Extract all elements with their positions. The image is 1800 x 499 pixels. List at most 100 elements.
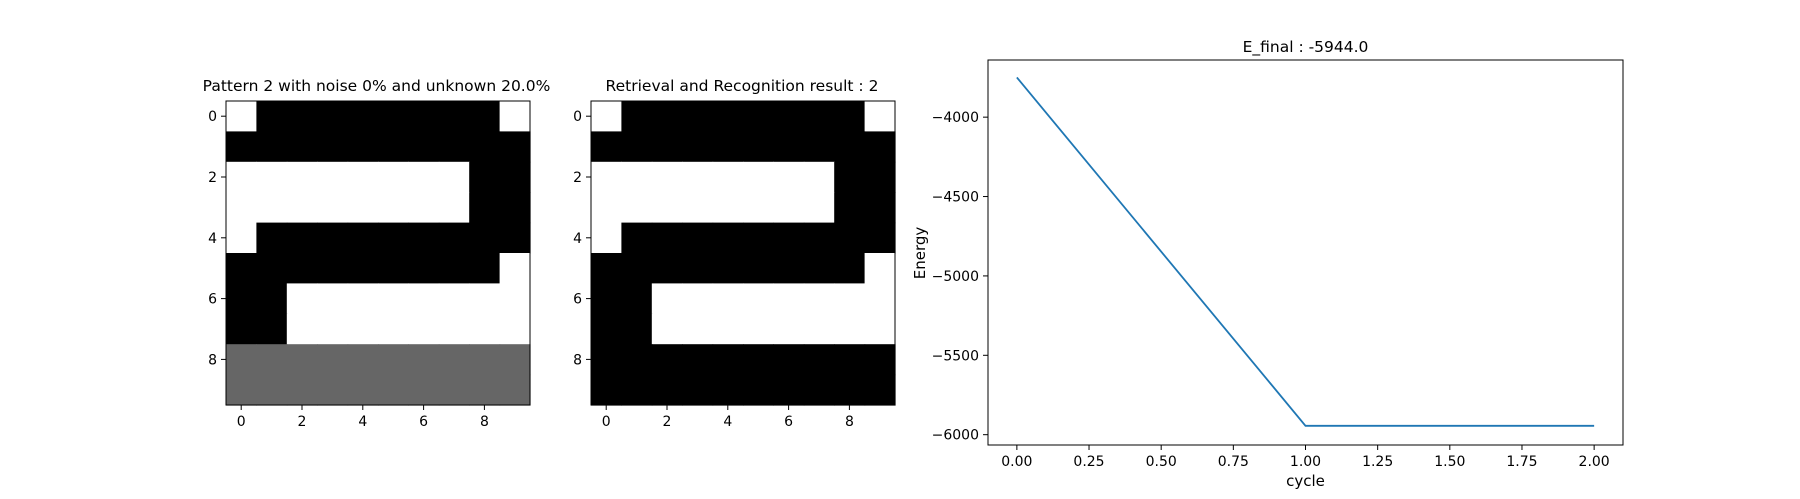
- grid-cell: [621, 131, 653, 163]
- y-tick-label: 0: [573, 109, 582, 125]
- grid-cell: [591, 374, 622, 406]
- grid-cell: [226, 222, 257, 254]
- grid-cell: [773, 131, 805, 163]
- grid-cell: [591, 131, 622, 163]
- grid-cell: [378, 253, 409, 284]
- grid-cell: [286, 374, 318, 406]
- grid-cell: [712, 131, 744, 163]
- y-tick-label: 4: [573, 231, 582, 247]
- grid-cell: [591, 253, 622, 284]
- grid-cell: [743, 101, 774, 132]
- energy-x-axis: 0.00 0.25 0.50 0.75 1.00 1.25 1.50 1.75 2.00: [1001, 445, 1610, 470]
- grid-cell: [651, 344, 683, 376]
- grid-cell: [256, 222, 288, 254]
- y-tick-label: −6000: [932, 428, 979, 444]
- x-tick-label: 1.50: [1434, 454, 1465, 470]
- grid-cell: [347, 192, 379, 224]
- grid-cell: [438, 192, 470, 224]
- grid-cell: [469, 131, 501, 163]
- grid-cell: [378, 161, 409, 193]
- grid-cell: [286, 101, 318, 132]
- x-tick-label: 0.25: [1073, 454, 1104, 470]
- energy-x-label: cycle: [1286, 472, 1325, 490]
- grid-cell: [226, 101, 257, 132]
- x-tick-label: 0.50: [1146, 454, 1177, 470]
- grid-cell: [286, 344, 318, 376]
- grid-cell: [256, 192, 288, 224]
- grid-cell: [256, 344, 288, 376]
- grid-cell: [591, 283, 622, 315]
- x-tick-label: 0.75: [1218, 454, 1249, 470]
- grid-cell: [621, 344, 653, 376]
- x-tick-label: 8: [480, 414, 489, 430]
- grid-cell: [286, 313, 318, 345]
- grid-cell: [773, 161, 805, 193]
- energy-title: E_final : -5944.0: [1243, 38, 1369, 57]
- grid-cell: [378, 192, 409, 224]
- grid-cell: [864, 344, 896, 376]
- grid-cell: [469, 374, 501, 406]
- grid-cell: [226, 344, 257, 376]
- grid-cell: [499, 313, 531, 345]
- grid-cell: [834, 192, 866, 224]
- y-tick-label: −5000: [932, 269, 979, 285]
- grid-cell: [438, 253, 470, 284]
- result-y-axis: 0 2 4 6 8: [573, 109, 591, 368]
- grid-cell: [864, 374, 896, 406]
- grid-cell: [712, 192, 744, 224]
- y-tick-label: 6: [573, 292, 582, 308]
- energy-y-label: Energy: [911, 227, 929, 280]
- x-tick-label: 2: [663, 414, 672, 430]
- grid-cell: [591, 222, 622, 254]
- grid-cell: [408, 253, 440, 284]
- grid-cell: [682, 222, 714, 254]
- grid-cell: [864, 161, 896, 193]
- grid-cell: [408, 344, 440, 376]
- grid-cell: [651, 131, 683, 163]
- x-tick-label: 2.00: [1579, 454, 1610, 470]
- grid-cell: [803, 192, 835, 224]
- grid-cell: [803, 344, 835, 376]
- grid-cell: [499, 192, 531, 224]
- x-tick-label: 1.00: [1290, 454, 1321, 470]
- grid-cell: [591, 192, 622, 224]
- grid-cell: [347, 344, 379, 376]
- x-tick-label: 4: [723, 414, 732, 430]
- x-tick-label: 4: [358, 414, 367, 430]
- grid-cell: [743, 374, 774, 406]
- energy-y-axis: −6000 −5500 −5000 −4500 −4000: [932, 110, 988, 444]
- grid-cell: [864, 131, 896, 163]
- grid-cell: [651, 253, 683, 284]
- grid-cell: [499, 131, 531, 163]
- grid-cell: [743, 161, 774, 193]
- grid-cell: [286, 131, 318, 163]
- grid-cell: [499, 101, 531, 132]
- grid-cell: [469, 222, 501, 254]
- grid-cell: [469, 161, 501, 193]
- grid-cell: [591, 101, 622, 132]
- grid-cell: [651, 192, 683, 224]
- energy-panel: E_final : -5944.0 0.00 0.25 0.50 0.75 1.00 1.…: [911, 38, 1624, 490]
- grid-cell: [651, 161, 683, 193]
- grid-cell: [347, 283, 379, 315]
- grid-cell: [803, 222, 835, 254]
- grid-cell: [712, 253, 744, 284]
- grid-cell: [864, 192, 896, 224]
- grid-cell: [682, 374, 714, 406]
- grid-cell: [712, 374, 744, 406]
- grid-cell: [621, 313, 653, 345]
- grid-cell: [256, 313, 288, 345]
- grid-cell: [408, 374, 440, 406]
- grid-cell: [286, 192, 318, 224]
- grid-cell: [408, 131, 440, 163]
- grid-cell: [378, 283, 409, 315]
- grid-cell: [438, 313, 470, 345]
- grid-cell: [317, 253, 349, 284]
- grid-cell: [317, 222, 349, 254]
- grid-cell: [682, 131, 714, 163]
- grid-cell: [743, 283, 774, 315]
- grid-cell: [834, 344, 866, 376]
- grid-cell: [317, 374, 349, 406]
- grid-cell: [621, 192, 653, 224]
- grid-cell: [773, 374, 805, 406]
